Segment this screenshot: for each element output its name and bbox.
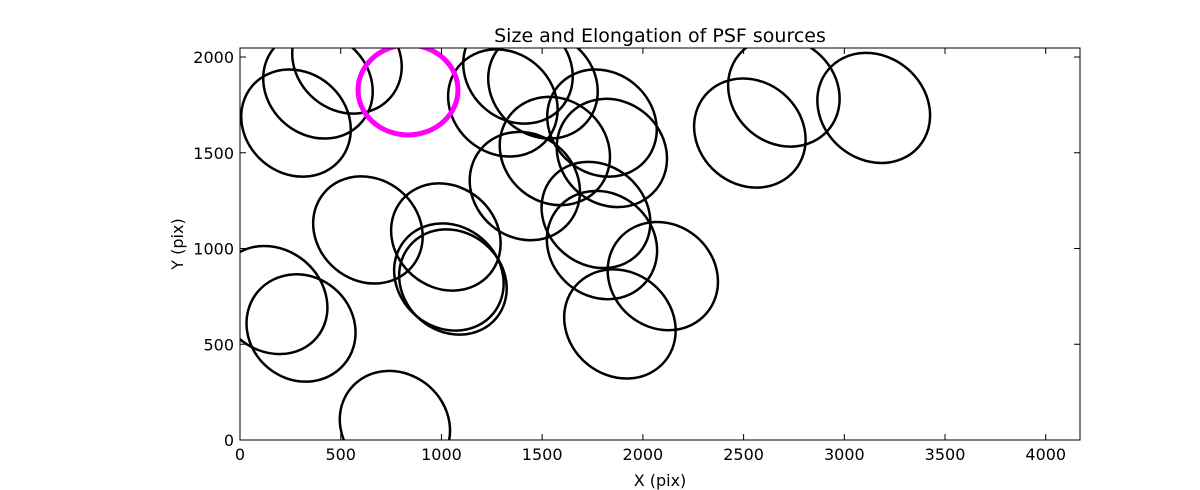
psf-ellipse	[540, 160, 652, 270]
psf-ellipse	[545, 68, 658, 178]
psf-ellipse	[545, 189, 659, 301]
y-axis-label: Y (pix)	[168, 218, 187, 270]
psf-ellipse	[498, 95, 612, 207]
psf-ellipse	[261, 48, 374, 140]
psf-ellipse	[240, 244, 329, 356]
y-tick-label: 500	[203, 335, 234, 354]
x-axis: 0 500 1000 1500 2000 2500 3000 3500 4000	[235, 48, 1066, 464]
x-tick-label: 3000	[824, 445, 865, 464]
psf-ellipse	[240, 68, 353, 178]
x-tick-label: 500	[325, 445, 356, 464]
psf-ellipse	[562, 268, 677, 380]
y-tick-label: 1000	[193, 240, 234, 259]
psf-ellipse	[468, 130, 582, 242]
ellipse-layer	[240, 48, 932, 440]
psf-ellipse	[389, 182, 502, 292]
psf-ellipse	[392, 222, 505, 332]
x-tick-label: 1000	[421, 445, 462, 464]
y-tick-label: 2000	[193, 48, 234, 67]
y-tick-label: 0	[224, 431, 234, 450]
psf-ellipse	[245, 273, 357, 383]
psf-ellipse	[692, 77, 807, 189]
x-tick-label: 3500	[925, 445, 966, 464]
psf-ellipse	[816, 51, 932, 165]
x-tick-label: 2000	[623, 445, 664, 464]
axes-frame	[239, 47, 1081, 441]
x-tick-label: 0	[235, 445, 245, 464]
psf-ellipse	[397, 228, 508, 336]
y-tick-label: 1500	[193, 144, 234, 163]
highlighted-psf-ellipse	[355, 48, 461, 138]
psf-ellipse	[726, 48, 841, 148]
chart-title: Size and Elongation of PSF sources	[494, 25, 826, 47]
x-tick-label: 1500	[522, 445, 563, 464]
y-axis: 0 500 1000 1500 2000	[193, 48, 1080, 450]
psf-ellipse	[311, 175, 424, 285]
x-tick-label: 2500	[723, 445, 764, 464]
x-tick-label: 4000	[1025, 445, 1066, 464]
x-axis-label: X (pix)	[634, 471, 687, 490]
psf-ellipse	[338, 369, 452, 440]
psf-ellipse	[606, 220, 720, 332]
psf-ellipse	[461, 48, 574, 125]
psf-ellipse	[290, 48, 403, 115]
